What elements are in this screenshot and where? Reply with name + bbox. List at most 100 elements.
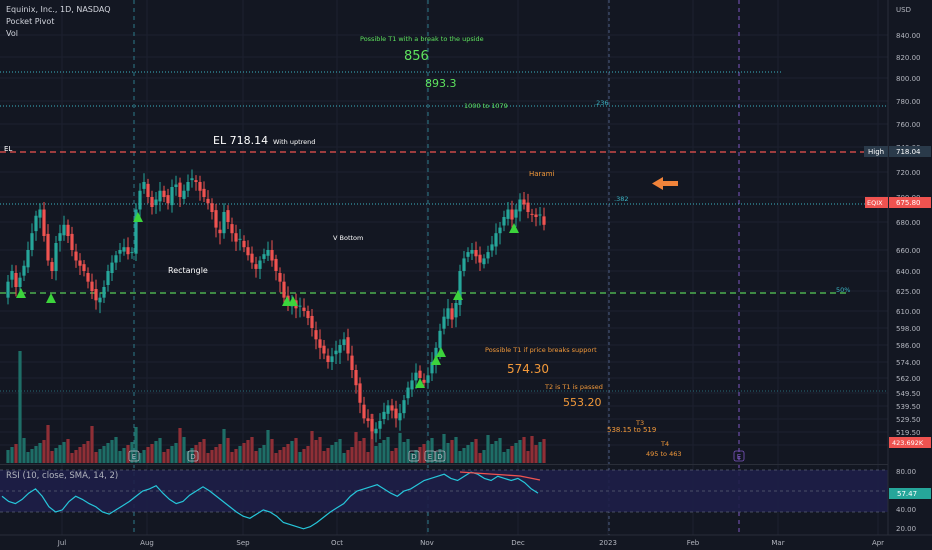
time-tick-label: Mar: [771, 539, 784, 547]
volume-bar: [398, 433, 402, 463]
price-tick-label: 625.00: [896, 288, 921, 296]
price-tick-label: 760.00: [896, 121, 921, 129]
candle-body: [426, 375, 430, 383]
candle-body: [54, 243, 58, 271]
eqix-tag-bg: [865, 197, 888, 208]
volume-bar: [354, 432, 358, 463]
candle-body: [394, 408, 398, 419]
event-marker-box: [733, 450, 745, 462]
candle-body: [58, 233, 62, 241]
candle-body: [422, 379, 426, 383]
candle-body: [122, 247, 126, 252]
candle-body: [490, 244, 494, 251]
dividend-icon: D: [411, 453, 416, 461]
candle-body: [502, 217, 506, 226]
candle-body: [334, 350, 338, 355]
candle-body: [450, 308, 454, 320]
volume-bar: [150, 444, 154, 463]
candle-body: [206, 198, 210, 204]
annotation-rectangle: Rectangle: [168, 266, 208, 275]
price-tick-label: 562.00: [896, 375, 921, 383]
volume-bar: [506, 449, 510, 463]
high-tag-bg: [864, 146, 888, 157]
candle-body: [126, 247, 130, 255]
volume-bar: [470, 442, 474, 463]
time-tick-label: Feb: [687, 539, 700, 547]
price-tick-label: 720.00: [896, 169, 921, 177]
volume-bar: [266, 430, 270, 463]
price-tick-label: 539.50: [896, 403, 921, 411]
candle-body: [446, 308, 450, 319]
price-axis[interactable]: USD 840.00820.00800.00780.00760.00740.00…: [864, 0, 932, 550]
volume-bar: [474, 439, 478, 463]
pocket-pivot-triangle: [509, 223, 519, 233]
horizontal-levels: [0, 71, 888, 392]
indicator-vol: Vol: [6, 29, 18, 38]
volume-bar: [246, 440, 250, 463]
price-tick-label: 840.00: [896, 32, 921, 40]
candle-body: [402, 400, 406, 414]
time-axis[interactable]: Jul Aug Sep Oct Nov Dec 2023 Feb Mar Apr: [0, 534, 932, 550]
volume-bar: [366, 452, 370, 463]
annotation-553: 553.20: [563, 396, 602, 409]
volume-bar: [538, 442, 542, 463]
volume-bar: [54, 448, 58, 463]
volume-bar: [414, 450, 418, 463]
candle-body: [510, 209, 514, 220]
volume-bar: [238, 446, 242, 463]
volume-bar: [534, 445, 538, 463]
pocket-pivot-triangle: [436, 347, 446, 357]
volume-bar: [450, 440, 454, 463]
volume-bar: [350, 447, 354, 463]
time-ticks: Jul Aug Sep Oct Nov Dec 2023 Feb Mar Apr: [57, 539, 884, 547]
annotation-possible-t1-upside: Possible T1 with a break to the upside: [360, 35, 484, 43]
candle-body: [246, 247, 250, 256]
event-marker-box: [128, 450, 140, 462]
candle-body: [158, 190, 162, 202]
candle-body: [74, 251, 78, 261]
volume-bar: [322, 451, 326, 463]
annotation-fib-382: .382: [614, 195, 628, 203]
candle-body: [226, 210, 230, 222]
candle-body: [414, 372, 418, 381]
price-tick-label: 549.50: [896, 390, 921, 398]
candle-body: [342, 339, 346, 345]
candle-body: [70, 233, 74, 250]
candle-body: [86, 273, 90, 282]
volume-bar: [202, 439, 206, 463]
high-value: 718.04: [896, 148, 921, 156]
volume-bar: [310, 431, 314, 463]
volume-bar: [134, 427, 138, 463]
price-tick-label: 660.00: [896, 247, 921, 255]
pocket-pivot-triangle: [415, 378, 425, 388]
candle-body: [202, 188, 206, 197]
chart-title: Equinix, Inc., 1D, NASDAQ: [6, 5, 111, 14]
candle-body: [14, 273, 18, 287]
annotation-harami: Harami: [529, 170, 555, 178]
volume-bar: [178, 428, 182, 463]
volume-bar: [158, 438, 162, 463]
volume-bar: [358, 441, 362, 463]
candle-body: [50, 262, 54, 271]
price-tick-label: 800.00: [896, 75, 921, 83]
volume-bar: [498, 438, 502, 463]
volume-bar: [98, 449, 102, 463]
candle-body: [494, 233, 498, 247]
volume-bar: [86, 441, 90, 463]
volume-bar: [290, 441, 294, 463]
volume-bar: [466, 445, 470, 463]
volume-bar: [374, 446, 378, 463]
volume-bar: [42, 440, 46, 463]
volume-bar: [442, 434, 446, 463]
volume-bar: [362, 438, 366, 463]
candle-body: [186, 182, 190, 191]
volume-bar: [242, 443, 246, 463]
price-tick-label: 586.00: [896, 342, 921, 350]
annotation-fib-50: 50%: [836, 286, 850, 294]
volume-bar: [526, 451, 530, 463]
volume-bar: [302, 449, 306, 463]
volume-bar: [74, 450, 78, 463]
pocket-pivot-triangle: [133, 212, 143, 222]
price-tick-label: 610.00: [896, 308, 921, 316]
